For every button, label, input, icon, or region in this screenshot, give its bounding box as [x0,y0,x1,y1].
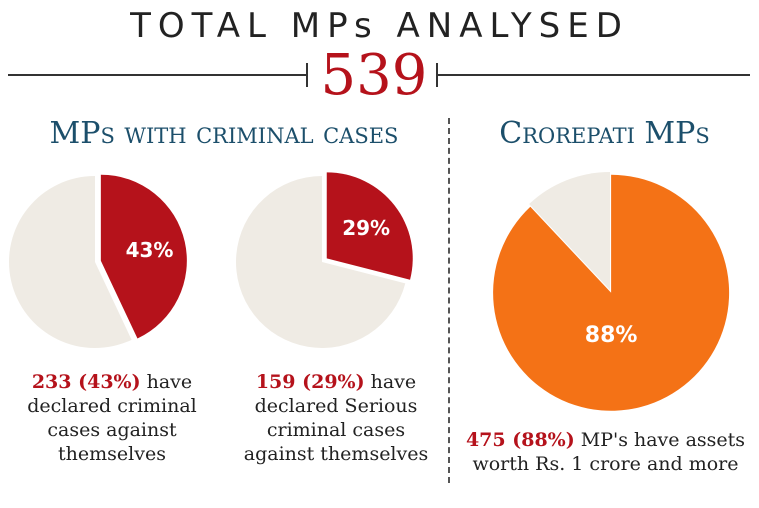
crorepati-caption-figure: 475 (88%) [465,429,575,451]
right-rule-end [436,63,438,87]
total-count: 539 [320,43,428,108]
right-rule [438,74,750,76]
criminal-section-heading: MPs with criminal cases [49,116,399,151]
crorepati-remainder-slice [529,172,610,290]
criminal-caption-line3: cases against [47,419,177,441]
criminal-caption-line1: 233 (43%) have [0,370,224,394]
criminal-caption-text: have [140,371,193,393]
criminal-slice [100,174,187,339]
page-title: TOTAL MPs ANALYSED [130,6,629,46]
criminal-caption: 233 (43%) have declared criminal cases a… [0,370,224,466]
criminal-caption-line2: declared criminal [27,395,197,417]
serious-caption-line1: 159 (29%) have [224,370,448,394]
crorepati-caption-line2: worth Rs. 1 crore and more [472,453,739,475]
serious-remainder-slice [236,176,406,349]
crorepati-caption-text: MP's have assets [574,429,746,451]
serious-caption-text: have [364,371,417,393]
left-rule [8,74,308,76]
crorepati-section-heading: Crorepati MPs [499,116,710,151]
crorepati-caption: 475 (88%) MP's have assets worth Rs. 1 c… [452,428,759,476]
serious-caption-line4: against themselves [243,443,429,465]
crorepati-caption-line1: 475 (88%) MP's have assets [452,428,759,452]
criminal-pct-label: 43% [126,238,174,262]
criminal-caption-figure: 233 (43%) [31,371,141,393]
criminal-caption-line4: themselves [58,443,166,465]
crorepati-slice [493,174,730,411]
criminal-remainder-slice [8,176,132,349]
left-rule-end [306,63,308,87]
serious-pct-label: 29% [342,216,390,240]
serious-slice [326,172,413,280]
section-divider [448,118,450,483]
serious-caption-figure: 159 (29%) [255,371,365,393]
serious-caption-line2: declared Serious [254,395,418,417]
crorepati-pct-label: 88% [585,323,638,348]
serious-caption: 159 (29%) have declared Serious criminal… [224,370,448,466]
serious-caption-line3: criminal cases [266,419,406,441]
